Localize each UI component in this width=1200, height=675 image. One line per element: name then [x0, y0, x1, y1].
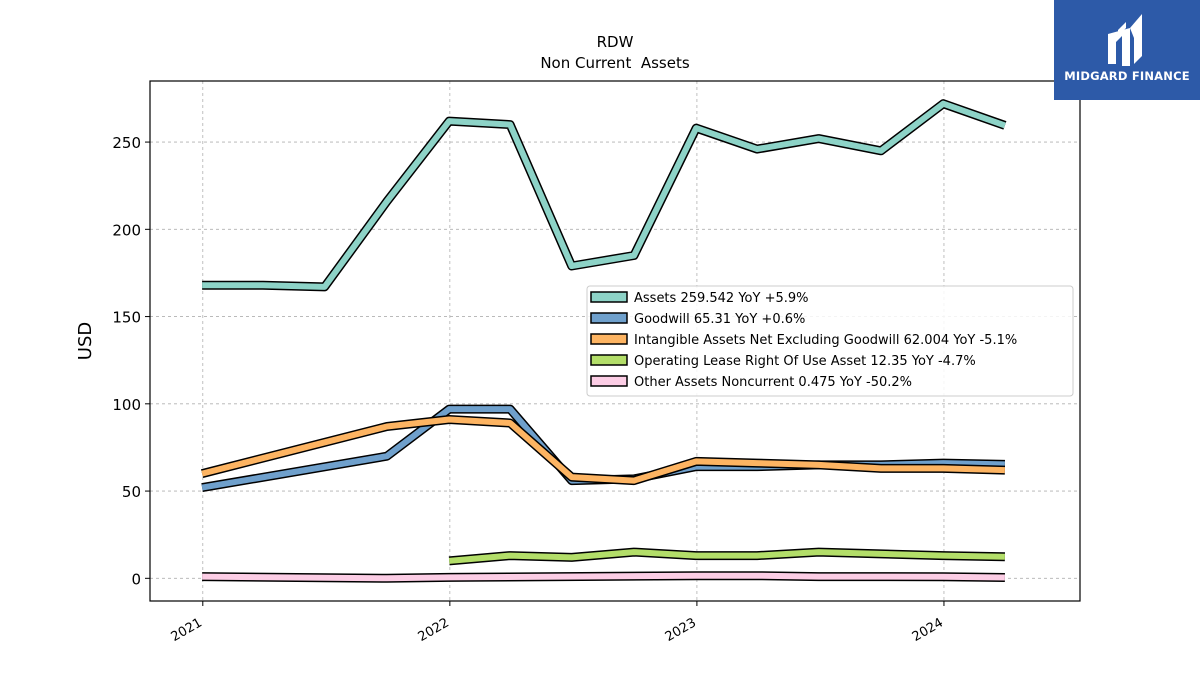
- series-operating-lease-right-of-use-asset: [448, 547, 1005, 566]
- legend-entry: Intangible Assets Net Excluding Goodwill…: [634, 333, 1017, 348]
- legend-box: [586, 285, 1074, 397]
- series-intangible-assets-net-excluding-goodwill: [200, 415, 1006, 486]
- logo-icon: [1108, 14, 1142, 66]
- legend-entry: Operating Lease Right Of Use Asset 12.35…: [634, 354, 976, 369]
- plot-frame: [149, 80, 1081, 602]
- legend-swatch: [590, 354, 628, 366]
- y-tick-label: 250: [112, 134, 141, 152]
- chart-subtitle: Non Current Assets: [540, 54, 690, 72]
- x-tick-label: 2022: [416, 615, 452, 645]
- y-tick-label: 50: [122, 483, 141, 501]
- y-axis-label: USD: [75, 322, 96, 360]
- x-tick-label: 2021: [169, 615, 205, 645]
- legend-entry: Other Assets Noncurrent 0.475 YoY -50.2%: [634, 375, 912, 390]
- company-logo: MIDGARD FINANCE: [1054, 0, 1200, 100]
- series-other-assets-noncurrent: [202, 571, 1005, 583]
- legend-swatch: [590, 291, 628, 303]
- chart-title: RDW: [597, 33, 634, 51]
- series-assets: [202, 99, 1007, 292]
- legend-entry: Goodwill 65.31 YoY +0.6%: [634, 312, 805, 327]
- logo-text: MIDGARD FINANCE: [1064, 69, 1190, 83]
- y-tick-label: 100: [112, 396, 141, 414]
- series-line: [202, 100, 1006, 290]
- legend-swatch: [590, 333, 628, 345]
- y-tick-label: 200: [112, 221, 141, 239]
- y-tick-label: 0: [131, 570, 141, 588]
- legend-entry: Assets 259.542 YoY +5.9%: [634, 291, 809, 306]
- series-line: [448, 549, 1005, 564]
- series-lines: [200, 99, 1007, 583]
- legend-swatch: [590, 375, 628, 387]
- x-tick-label: 2023: [663, 615, 699, 645]
- legend: Assets 259.542 YoY +5.9% Goodwill 65.31 Y…: [586, 285, 1074, 397]
- series-line: [202, 572, 1005, 582]
- x-tick-label: 2024: [910, 615, 946, 645]
- series-line: [201, 416, 1005, 484]
- legend-swatch: [590, 312, 628, 324]
- y-tick-label: 150: [112, 309, 141, 327]
